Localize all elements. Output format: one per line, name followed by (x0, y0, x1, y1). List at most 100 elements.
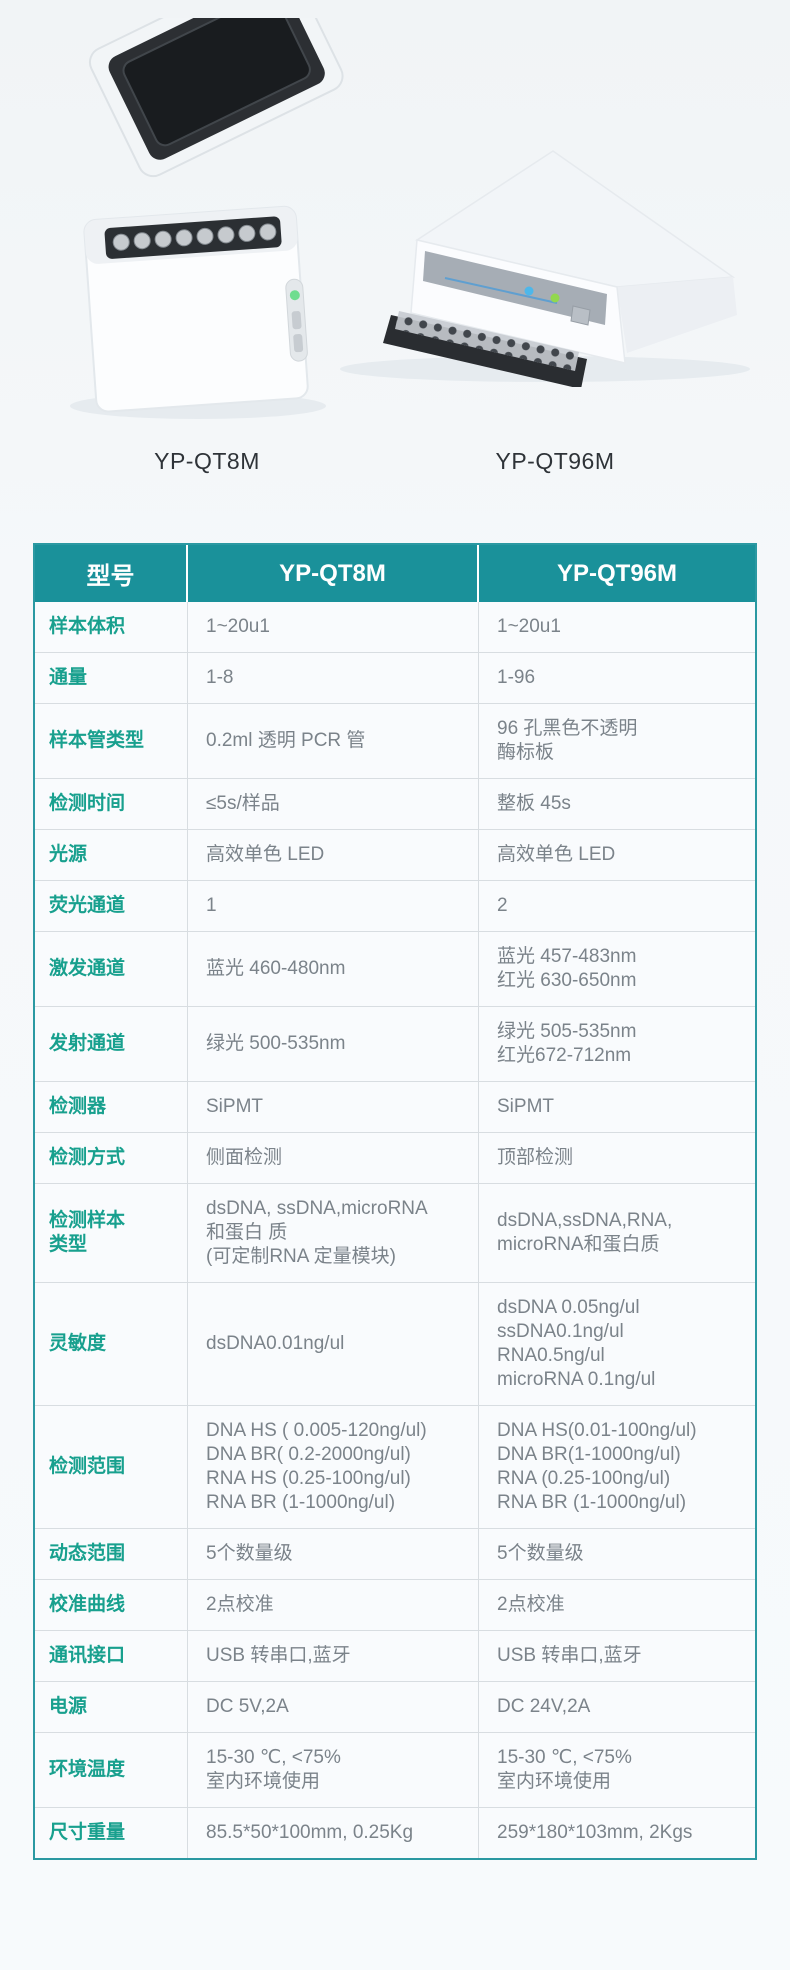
qt8m-value: 绿光 500-535nm (188, 1007, 479, 1081)
qt96m-value: dsDNA,ssDNA,RNA, microRNA和蛋白质 (497, 1210, 673, 1255)
qt96m-value: 2点校准 (497, 1594, 565, 1615)
well-plate-wells (395, 311, 579, 371)
green-led-icon (550, 293, 560, 303)
side-control-panel (285, 278, 308, 362)
row-label: 尺寸重量 (35, 1808, 188, 1858)
panel-accent-line (444, 277, 558, 304)
blue-led-icon (524, 286, 534, 296)
qt96m-illustration (340, 150, 750, 389)
row-label: 光源 (35, 830, 188, 880)
qt96m-value: 顶部检测 (497, 1147, 574, 1168)
table-row: 通讯接口 USB 转串口,蓝牙 USB 转串口,蓝牙 (35, 1630, 755, 1681)
table-row: 电源 DC 5V,2A DC 24V,2A (35, 1681, 755, 1732)
row-label: 环境温度 (35, 1733, 188, 1807)
table-row: 检测样本 类型 dsDNA, ssDNA,microRNA 和蛋白 质 (可定制RNA … (35, 1183, 755, 1282)
table-row: 光源 高效单色 LED 高效单色 LED (35, 829, 755, 880)
row-label: 检测范围 (35, 1406, 188, 1528)
row-label: 激发通道 (35, 932, 188, 1006)
qt96m-value: 1~20u1 (497, 616, 561, 637)
table-row: 检测器 SiPMT SiPMT (35, 1081, 755, 1132)
table-row: 动态范围 5个数量级 5个数量级 (35, 1528, 755, 1579)
qt96m-value: 蓝光 457-483nm 红光 630-650nm (497, 946, 637, 991)
qt8m-value: 1 (188, 881, 479, 931)
qt8m-value: 15-30 ℃, <75% 室内环境使用 (188, 1733, 479, 1807)
row-label: 检测时间 (35, 779, 188, 829)
table-row: 环境温度 15-30 ℃, <75% 室内环境使用 15-30 ℃, <75% 室内环境… (35, 1732, 755, 1807)
table-row: 校准曲线 2点校准 2点校准 (35, 1579, 755, 1630)
device-image-qt96m (295, 105, 767, 389)
row-label: 发射通道 (35, 1007, 188, 1081)
qt96m-value: 1-96 (497, 667, 536, 688)
table-header-row: 型号 YP-QT8M YP-QT96M (35, 545, 755, 602)
qt8m-value: 0.2ml 透明 PCR 管 (188, 704, 479, 778)
product-caption-qt8m: YP-QT8M (154, 448, 260, 474)
qt96m-value: 2 (497, 895, 508, 916)
table-row: 荧光通道 1 2 (35, 880, 755, 931)
table-row: 通量 1-8 1-96 (35, 652, 755, 703)
qt8m-value: 5个数量级 (188, 1529, 479, 1579)
header-model-label: 型号 (35, 545, 188, 602)
row-label: 校准曲线 (35, 1580, 188, 1630)
header-qt8m: YP-QT8M (188, 545, 479, 602)
qt8m-value: DC 5V,2A (188, 1682, 479, 1732)
sample-tray (383, 311, 587, 389)
eject-button (570, 305, 591, 326)
table-body: 样本体积 1~20u1 1~20u1 通量 1-8 1-96 样本管类型 0.2ml 透明 P… (35, 602, 755, 1858)
qt96m-value: 高效单色 LED (497, 844, 616, 865)
front-control-panel (423, 251, 607, 326)
row-label: 样本体积 (35, 602, 188, 652)
qt96m-value: 15-30 ℃, <75% 室内环境使用 (497, 1747, 632, 1792)
qt96m-value: 绿光 505-535nm 红光672-712nm (497, 1021, 637, 1066)
qt8m-value: dsDNA, ssDNA,microRNA 和蛋白 质 (可定制RNA 定量模块) (188, 1184, 479, 1282)
qt8m-value: dsDNA0.01ng/ul (188, 1283, 479, 1405)
table-row: 灵敏度 dsDNA0.01ng/ul dsDNA 0.05ng/ul ssDNA0.1… (35, 1282, 755, 1405)
green-led-icon (289, 290, 300, 301)
qt8m-value: DNA HS ( 0.005-120ng/ul) DNA BR( 0.2-2000… (188, 1406, 479, 1528)
qt8m-value: 侧面检测 (188, 1133, 479, 1183)
table-row: 发射通道 绿光 500-535nm 绿光 505-535nm 红光672-712nm (35, 1006, 755, 1081)
device-body (83, 205, 309, 413)
header-qt96m: YP-QT96M (556, 559, 678, 587)
device-side-face (617, 277, 737, 353)
product-images-section: YP-QT8M YP-QT96M (0, 0, 790, 540)
table-row: 尺寸重量 85.5*50*100mm, 0.25Kg 259*180*103mm, … (35, 1807, 755, 1858)
qt8m-value: 1~20u1 (188, 602, 479, 652)
row-label: 检测样本 类型 (35, 1184, 188, 1282)
table-row: 样本管类型 0.2ml 透明 PCR 管 96 孔黑色不透明 酶标板 (35, 703, 755, 778)
row-label: 荧光通道 (35, 881, 188, 931)
qt8m-value: SiPMT (188, 1082, 479, 1132)
qt8m-value: ≤5s/样品 (188, 779, 479, 829)
row-label: 灵敏度 (35, 1283, 188, 1405)
row-label: 检测方式 (35, 1133, 188, 1183)
table-row: 检测方式 侧面检测 顶部检测 (35, 1132, 755, 1183)
qt96m-value: 259*180*103mm, 2Kgs (497, 1822, 693, 1843)
qt8m-value: USB 转串口,蓝牙 (188, 1631, 479, 1681)
qt96m-value: dsDNA 0.05ng/ul ssDNA0.1ng/ul RNA0.5ng/ul m… (497, 1297, 656, 1390)
product-caption-qt96m: YP-QT96M (495, 448, 615, 474)
qt96m-value: USB 转串口,蓝牙 (497, 1645, 642, 1666)
qt96m-value: DNA HS(0.01-100ng/ul) DNA BR(1-1000ng/ul)… (497, 1420, 697, 1513)
table-row: 检测范围 DNA HS ( 0.005-120ng/ul) DNA BR( 0.2-… (35, 1405, 755, 1528)
qt96m-value: SiPMT (497, 1096, 554, 1117)
qt8m-value: 2点校准 (188, 1580, 479, 1630)
spec-comparison-table: 型号 YP-QT8M YP-QT96M 样本体积 1~20u1 1~20u1 通量 1-… (33, 543, 757, 1860)
table-row: 检测时间 ≤5s/样品 整板 45s (35, 778, 755, 829)
qt8m-value: 1-8 (188, 653, 479, 703)
qt96m-value: 整板 45s (497, 793, 571, 814)
qt8m-value: 蓝光 460-480nm (188, 932, 479, 1006)
row-label: 样本管类型 (35, 704, 188, 778)
tube-slot (104, 216, 282, 259)
row-label: 动态范围 (35, 1529, 188, 1579)
row-label: 电源 (35, 1682, 188, 1732)
qt96m-value: 96 孔黑色不透明 酶标板 (497, 718, 638, 763)
row-label: 通讯接口 (35, 1631, 188, 1681)
qt96m-value: 5个数量级 (497, 1543, 584, 1564)
row-label: 检测器 (35, 1082, 188, 1132)
pcr-tubes (112, 223, 277, 251)
qt96m-value: DC 24V,2A (497, 1696, 591, 1717)
qt8m-value: 高效单色 LED (188, 830, 479, 880)
table-row: 样本体积 1~20u1 1~20u1 (35, 602, 755, 652)
table-row: 激发通道 蓝光 460-480nm 蓝光 457-483nm 红光 630-650nm (35, 931, 755, 1006)
qt8m-value: 85.5*50*100mm, 0.25Kg (188, 1808, 479, 1858)
